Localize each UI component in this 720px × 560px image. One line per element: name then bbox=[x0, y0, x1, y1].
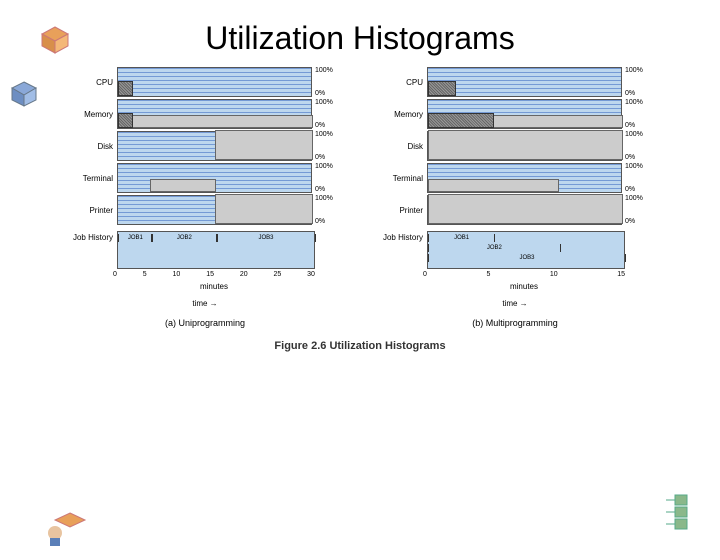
tick-label: 10 bbox=[550, 271, 558, 278]
gray-segment bbox=[150, 179, 216, 192]
utilization-bar bbox=[427, 67, 622, 97]
job-bar: JOB1 bbox=[118, 234, 153, 242]
tick-label: 0 bbox=[113, 271, 117, 278]
hatch-segment bbox=[118, 113, 133, 128]
job-bar: JOB3 bbox=[428, 254, 626, 262]
decor-cube-icon bbox=[10, 80, 38, 115]
job-history-label: Job History bbox=[375, 231, 427, 242]
tick-label: 25 bbox=[274, 271, 282, 278]
tick-label: 0 bbox=[423, 271, 427, 278]
panel-caption-a: (a) Uniprogramming bbox=[65, 318, 345, 328]
utilization-bar bbox=[117, 195, 312, 225]
utilization-bar bbox=[117, 131, 312, 161]
resource-label: Disk bbox=[375, 142, 427, 151]
resource-label: CPU bbox=[375, 78, 427, 87]
pct-labels: 100%0% bbox=[312, 195, 345, 225]
decor-person-icon bbox=[40, 508, 90, 555]
pct-labels: 100%0% bbox=[312, 163, 345, 193]
tick-label: 30 bbox=[307, 271, 315, 278]
gray-segment bbox=[428, 179, 559, 192]
pct-labels: 100%0% bbox=[622, 163, 655, 193]
hatch-segment bbox=[428, 81, 456, 96]
utilization-bar bbox=[427, 131, 622, 161]
time-arrow: time → bbox=[65, 299, 345, 308]
utilization-bar bbox=[117, 163, 312, 193]
pct-labels: 100%0% bbox=[312, 131, 345, 161]
job-bar: JOB2 bbox=[151, 234, 218, 242]
gray-segment bbox=[215, 194, 314, 224]
resource-label: Terminal bbox=[65, 174, 117, 183]
resource-label: Printer bbox=[375, 206, 427, 215]
resource-label: Printer bbox=[65, 206, 117, 215]
utilization-bar bbox=[427, 99, 622, 129]
resource-row-terminal: Terminal 100%0% bbox=[375, 163, 655, 193]
resource-row-printer: Printer 100%0% bbox=[65, 195, 345, 225]
resource-row-disk: Disk 100%0% bbox=[375, 131, 655, 161]
resource-label: Memory bbox=[65, 110, 117, 119]
tick-label: 5 bbox=[486, 271, 490, 278]
utilization-bar bbox=[117, 67, 312, 97]
tick-label: 20 bbox=[240, 271, 248, 278]
utilization-bar bbox=[427, 163, 622, 193]
x-axis-label: minutes bbox=[113, 282, 315, 291]
figure-caption: Figure 2.6 Utilization Histograms bbox=[0, 340, 720, 352]
gray-segment bbox=[215, 130, 314, 160]
tick-label: 5 bbox=[143, 271, 147, 278]
time-arrow: time → bbox=[375, 299, 655, 308]
page-title: Utilization Histograms bbox=[0, 20, 720, 57]
panel-multiprogramming: CPU 100%0% Memory 100%0% Disk 100%0% Terminal 1… bbox=[375, 67, 655, 328]
pct-labels: 100%0% bbox=[622, 195, 655, 225]
tick-label: 15 bbox=[206, 271, 214, 278]
pct-labels: 100%0% bbox=[312, 99, 345, 129]
pct-labels: 100%0% bbox=[312, 67, 345, 97]
gray-segment bbox=[118, 115, 313, 128]
pct-labels: 100%0% bbox=[622, 67, 655, 97]
hatch-segment bbox=[428, 113, 494, 128]
resource-label: CPU bbox=[65, 78, 117, 87]
gray-segment bbox=[428, 194, 623, 224]
resource-row-memory: Memory 100%0% bbox=[65, 99, 345, 129]
job-history-chart-a: JOB1JOB2JOB3 bbox=[117, 231, 315, 269]
resource-label: Terminal bbox=[375, 174, 427, 183]
job-bar: JOB3 bbox=[216, 234, 316, 242]
panel-caption-b: (b) Multiprogramming bbox=[375, 318, 655, 328]
tick-label: 10 bbox=[173, 271, 181, 278]
tick-label: 15 bbox=[617, 271, 625, 278]
resource-row-terminal: Terminal 100%0% bbox=[65, 163, 345, 193]
figure-area: CPU 100%0% Memory 100%0% Disk 100%0% Terminal 1… bbox=[0, 67, 720, 328]
gray-segment bbox=[428, 130, 623, 160]
job-history-label: Job History bbox=[65, 231, 117, 242]
x-axis-ticks-a: 0 5 10 15 20 25 30 bbox=[113, 271, 315, 278]
resource-row-memory: Memory 100%0% bbox=[375, 99, 655, 129]
utilization-bar bbox=[117, 99, 312, 129]
hatch-segment bbox=[118, 81, 133, 96]
x-axis-ticks-b: 0 5 10 15 bbox=[423, 271, 625, 278]
pct-labels: 100%0% bbox=[622, 131, 655, 161]
x-axis-label: minutes bbox=[423, 282, 625, 291]
resource-row-printer: Printer 100%0% bbox=[375, 195, 655, 225]
job-bar: JOB1 bbox=[428, 234, 495, 242]
resource-row-cpu: CPU 100%0% bbox=[375, 67, 655, 97]
job-history-chart-b: JOB1 JOB2 JOB3 bbox=[427, 231, 625, 269]
utilization-bar bbox=[427, 195, 622, 225]
resource-row-cpu: CPU 100%0% bbox=[65, 67, 345, 97]
panel-uniprogramming: CPU 100%0% Memory 100%0% Disk 100%0% Terminal 1… bbox=[65, 67, 345, 328]
job-bar: JOB2 bbox=[428, 244, 561, 252]
pct-labels: 100%0% bbox=[622, 99, 655, 129]
resource-label: Disk bbox=[65, 142, 117, 151]
resource-row-disk: Disk 100%0% bbox=[65, 131, 345, 161]
decor-blocks-icon bbox=[660, 493, 700, 540]
resource-label: Memory bbox=[375, 110, 427, 119]
decor-cube-icon bbox=[40, 25, 70, 62]
